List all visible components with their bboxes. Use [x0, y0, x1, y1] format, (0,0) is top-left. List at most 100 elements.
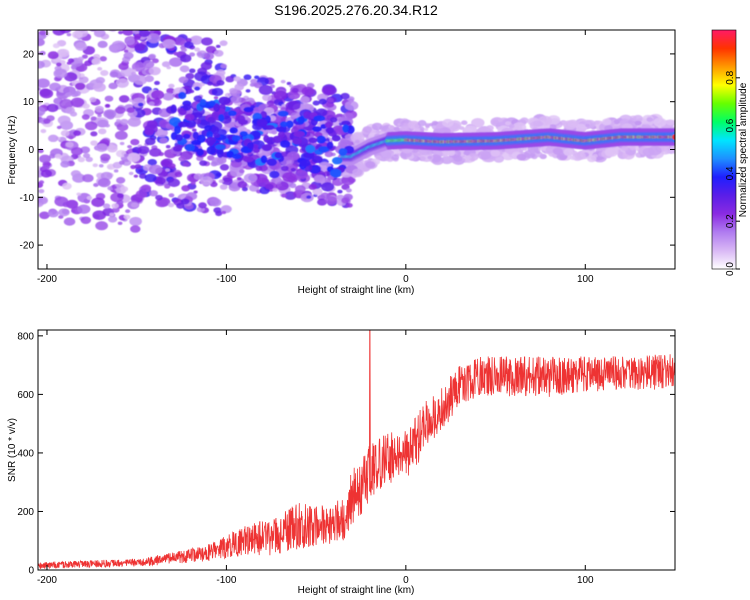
spectrogram-cell [65, 0, 73, 5]
snr-x-label: Height of straight line (km) [298, 585, 415, 596]
spectrogram-cell [185, 37, 192, 43]
spectrogram-cell [587, 155, 597, 163]
x-tick-label: 0 [403, 274, 409, 285]
spectrogram-cell [180, 198, 190, 205]
spectrogram-cell [48, 134, 59, 143]
spectrogram-cell [72, 0, 82, 5]
spectrogram-cell [287, 151, 300, 161]
spectrogram-cell [58, 208, 70, 217]
spectrogram-cell [78, 11, 86, 17]
spectrogram-cell [111, 17, 123, 25]
spectrogram-cell [73, 130, 82, 136]
spectrogram-cell [350, 132, 365, 143]
spectrogram-cell [90, 116, 97, 121]
spectrogram-cell [233, 76, 241, 82]
spectrogram-cell [213, 133, 221, 139]
spectrogram-cell [164, 184, 171, 189]
spectrogram-cell [290, 167, 296, 172]
spectrogram-cell [312, 100, 320, 106]
spectrogram-cell [308, 183, 317, 190]
spectrogram-cell [250, 78, 258, 84]
spectrogram-cell [324, 151, 334, 158]
spectrogram-cell [176, 202, 185, 209]
spectrogram-cell [182, 103, 192, 111]
spectrogram-cell [91, 58, 101, 65]
spectrogram-cell [118, 62, 129, 71]
spectrogram-cell [143, 60, 155, 69]
spectrogram-cell [264, 124, 275, 130]
spectrogram-cell [39, 50, 46, 56]
spectrogram-cell [346, 202, 353, 208]
spectrogram-cell [311, 155, 323, 164]
spectrogram-cell [305, 144, 316, 154]
spectrogram-cell [646, 117, 654, 122]
spectrogram-cell [185, 72, 195, 80]
spectrogram-cell [94, 15, 101, 20]
spectrogram-cell [52, 30, 66, 36]
spectrogram-cell [490, 149, 501, 157]
y-tick-label: 0 [28, 145, 34, 156]
spectrogram-cell [236, 176, 242, 181]
spectrogram-cell [188, 68, 196, 74]
spectrogram-cell [664, 150, 671, 155]
spectrogram-cell [114, 3, 124, 10]
spectrogram-cell [38, 106, 46, 117]
spectrogram-cell [321, 182, 335, 192]
spectrogram-cell [205, 45, 217, 54]
spectrogram-cell [145, 189, 150, 193]
spectrogram-cell [219, 163, 230, 171]
spectrogram-cell [131, 71, 137, 76]
spectrogram-cell [69, 0, 80, 6]
spectrogram-cell [221, 177, 233, 186]
spectrogram-cell [112, 13, 117, 17]
spectrogram-cell [205, 136, 217, 145]
spectrogram-cell [115, 78, 129, 88]
spectrogram-cell [324, 121, 333, 129]
spectrogram-cell [155, 128, 168, 138]
spectrogram-cell [289, 182, 297, 189]
spectrogram-cell [193, 95, 203, 102]
snr-frame [37, 329, 676, 571]
colorbar-gradient [712, 30, 736, 269]
spectrogram-cell [129, 8, 141, 16]
spectrogram-cell [172, 145, 183, 152]
spectrogram-cell [174, 171, 183, 178]
spectrogram-cell [57, 115, 71, 125]
spectrogram-cell [161, 61, 171, 68]
spectrogram-cell [207, 81, 213, 86]
spectrogram-cell [251, 107, 263, 116]
spectrogram-cell [107, 165, 113, 169]
spectrogram-cell [80, 216, 92, 225]
spectrogram-cell [230, 95, 242, 104]
spectrogram-cell [166, 87, 175, 94]
spectrogram-cell [115, 106, 126, 114]
spectrogram-cell [70, 97, 85, 108]
spectrogram-cell [118, 95, 130, 103]
spectrogram-cell [97, 177, 111, 188]
spectrogram-cell [215, 44, 221, 49]
spectrogram-cell [621, 145, 629, 151]
spectrogram-cell [365, 161, 376, 169]
spectrogram-cell [98, 164, 104, 168]
spectrogram-cell [123, 214, 131, 220]
spectrogram-cell [54, 196, 69, 207]
spectrogram-cell [99, 17, 109, 24]
spectrogram-cell [178, 156, 186, 162]
spectrogram-cell [123, 49, 129, 53]
spectrogram-cell [218, 113, 225, 122]
y-tick-label: 10 [23, 97, 35, 108]
spectrogram-cell [113, 22, 120, 27]
spectrogram-cell [56, 14, 65, 20]
spectrogram-cell [239, 130, 248, 137]
spectrogram-cell [98, 128, 107, 135]
spectrogram-cell [254, 75, 260, 80]
spectrogram-cell [352, 168, 363, 177]
colorbar-tick-label: 0.4 [725, 166, 736, 180]
spectrogram-cell [138, 169, 144, 173]
spectrogram-cell [38, 196, 48, 205]
spectrogram-cell [60, 160, 70, 168]
spectrogram-cell [148, 66, 161, 76]
colorbar-tick-label: 0.2 [725, 214, 736, 228]
spectrogram-cell [93, 183, 99, 187]
spectrogram-cell [537, 121, 544, 127]
